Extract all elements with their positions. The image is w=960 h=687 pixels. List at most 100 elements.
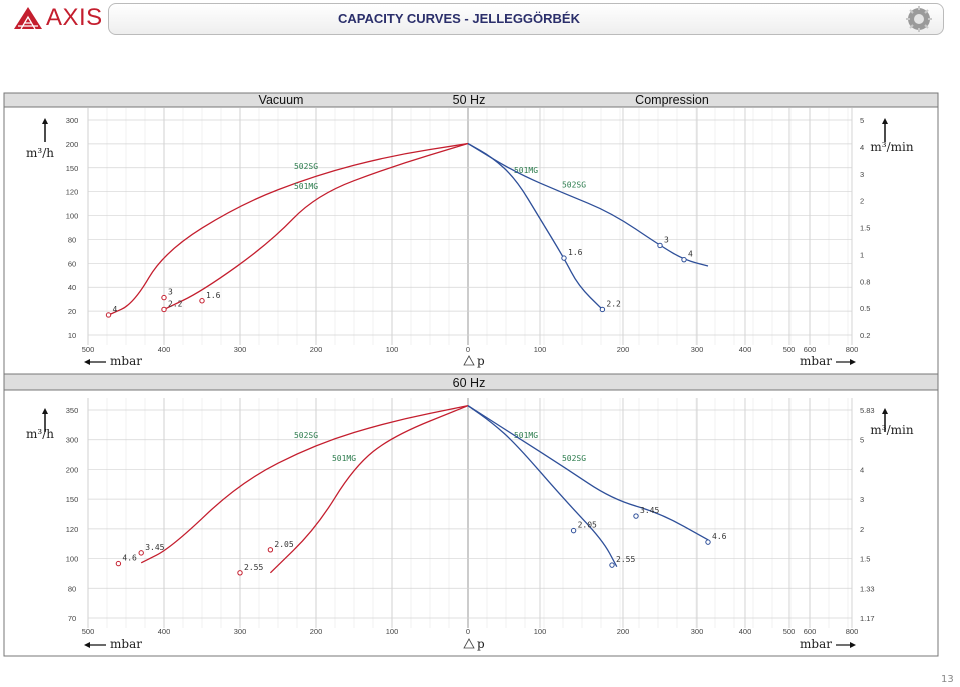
series-label: 502SG: [562, 180, 586, 189]
y-left-tick: 100: [66, 212, 79, 221]
up-arrowhead-icon: [882, 118, 888, 124]
y-right-tick: 4: [860, 465, 864, 474]
y-left-tick: 10: [68, 331, 76, 340]
x-tick-compression: 100: [534, 345, 547, 354]
marker-label: 3: [664, 235, 669, 244]
axis-logo-icon: [14, 7, 42, 30]
curve-marker: [138, 550, 144, 556]
marker-label: 4.6: [122, 554, 137, 563]
curve-502sg-compression: [467, 405, 709, 541]
x-tick-compression: 800: [846, 627, 859, 636]
page-number: 13: [941, 674, 954, 685]
marker-label: 4: [113, 305, 118, 314]
x-tick-vacuum: 200: [310, 345, 323, 354]
x-tick-vacuum: 400: [158, 345, 171, 354]
x-tick-compression: 600: [804, 345, 817, 354]
header-label: 50 Hz: [453, 93, 486, 107]
x-tick-vacuum: 300: [234, 627, 247, 636]
y-left-unit: m³/h: [26, 146, 54, 160]
y-left-tick: 200: [66, 465, 79, 474]
y-right-tick: 3: [860, 170, 864, 179]
marker-label: 4: [688, 250, 693, 259]
curve-marker: [115, 560, 122, 567]
delta-icon: [463, 355, 475, 366]
x-tick-vacuum: 300: [234, 345, 247, 354]
y-left-tick: 20: [68, 307, 76, 316]
y-left-tick: 150: [66, 495, 79, 504]
x-tick-vacuum: 0: [466, 345, 470, 354]
curve-marker: [657, 242, 663, 249]
page-title: CAPACITY CURVES - JELLEGGÖRBÉK: [338, 11, 580, 26]
y-right-tick: 3: [860, 495, 864, 504]
chart-panel-2: 60 Hz 350 300 200 150 120 100 80 70 5.83 5 4 3 2 1.5 1.…: [3, 373, 939, 657]
x-tick-compression: 200: [617, 345, 630, 354]
series-label: 501MG: [332, 454, 356, 463]
marker-label: 4.6: [712, 532, 727, 541]
up-arrowhead-icon: [42, 408, 48, 414]
curve-marker: [161, 306, 167, 313]
x-tick-vacuum: 200: [310, 627, 323, 636]
x-center-label: p: [477, 354, 485, 368]
x-tick-compression: 500: [783, 627, 796, 636]
curve-marker: [633, 513, 639, 519]
y-right-tick: 5: [860, 436, 864, 445]
x-left-unit: mbar: [110, 354, 142, 368]
x-tick-compression: 800: [846, 345, 859, 354]
x-right-unit: mbar: [800, 354, 832, 368]
page-header: AXIS CAPACITY CURVES - JELLEGGÖRBÉK: [0, 0, 960, 36]
title-bar: [108, 3, 944, 35]
x-center-label: p: [477, 637, 485, 651]
x-tick-vacuum: 500: [82, 627, 95, 636]
y-left-tick: 120: [66, 525, 79, 534]
series-label: 502SG: [562, 454, 586, 463]
up-arrowhead-icon: [882, 408, 888, 414]
up-arrowhead-icon: [42, 118, 48, 124]
y-left-tick: 120: [66, 188, 79, 197]
right-arrowhead-icon: [850, 642, 856, 648]
marker-label: 1.6: [206, 291, 221, 300]
y-right-tick: 1.5: [860, 224, 870, 233]
y-right-tick: 5.83: [860, 406, 875, 415]
curve-marker: [599, 306, 606, 313]
panel-frame: [3, 373, 939, 657]
curve-marker: [705, 539, 711, 545]
left-arrowhead-icon: [84, 642, 90, 648]
y-left-unit: m³/h: [26, 427, 54, 441]
x-right-unit: mbar: [800, 637, 832, 651]
left-arrowhead-icon: [84, 359, 90, 365]
curve-501mg-vacuum: [163, 142, 469, 311]
curve-marker: [161, 294, 167, 301]
series-label: 501MG: [294, 182, 318, 191]
header-label: Compression: [635, 93, 709, 107]
band-title: 60 Hz: [453, 376, 486, 390]
brand-name: AXIS: [46, 4, 103, 31]
curve-501mg-vacuum: [269, 405, 469, 574]
marker-label: 2.05: [274, 540, 293, 549]
y-right-tick: 0.8: [860, 277, 870, 286]
y-left-tick: 150: [66, 164, 79, 173]
x-tick-compression: 400: [739, 345, 752, 354]
y-right-tick: 1.5: [860, 555, 870, 564]
y-left-tick: 200: [66, 140, 79, 149]
right-arrowhead-icon: [850, 359, 856, 365]
y-left-tick: 300: [66, 116, 79, 125]
x-tick-vacuum: 100: [386, 627, 399, 636]
curve-502sg-vacuum: [108, 142, 469, 316]
marker-label: 2.55: [244, 563, 263, 572]
curve-marker: [267, 547, 274, 553]
y-right-unit: m³/min: [870, 423, 913, 437]
marker-label: 2.55: [616, 555, 635, 564]
curve-marker: [199, 298, 205, 304]
curve-502sg-compression: [467, 142, 709, 267]
curve-marker: [105, 312, 112, 318]
x-tick-compression: 200: [617, 627, 630, 636]
y-left-tick: 40: [68, 283, 76, 292]
curve-502sg-vacuum: [140, 405, 469, 564]
y-right-tick: 1.17: [860, 614, 875, 623]
y-right-tick: 1.33: [860, 584, 875, 593]
x-tick-compression: 400: [739, 627, 752, 636]
x-tick-compression: 500: [783, 345, 796, 354]
y-right-tick: 4: [860, 143, 864, 152]
x-tick-vacuum: 400: [158, 627, 171, 636]
